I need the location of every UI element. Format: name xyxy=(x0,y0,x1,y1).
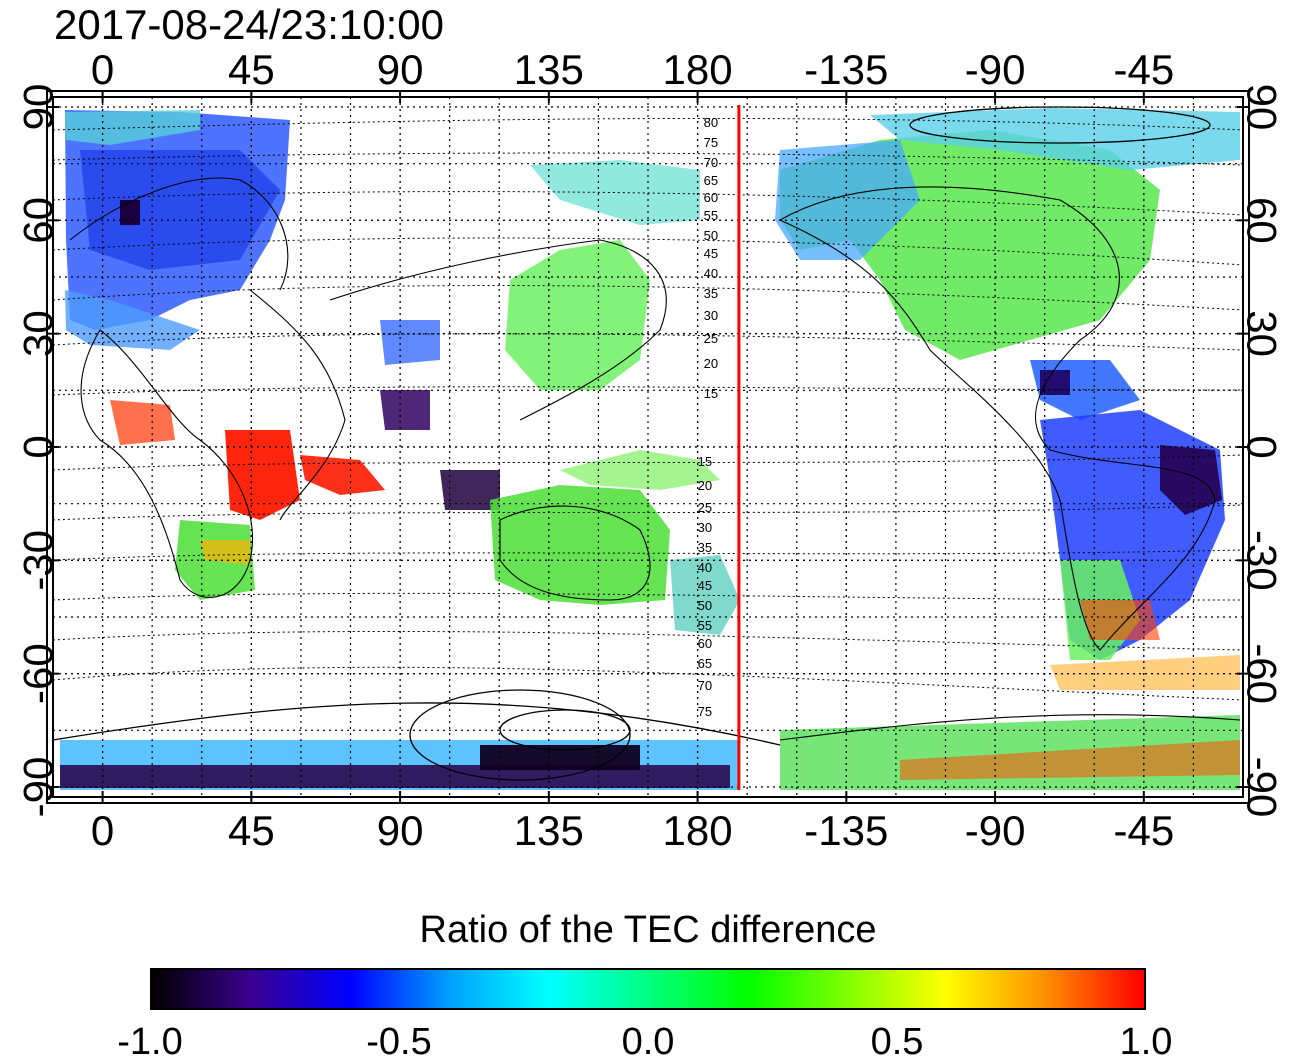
mlat-label-south: 55 xyxy=(698,618,712,633)
mlat-label-north: 30 xyxy=(704,308,718,323)
mlat-label-north: 35 xyxy=(704,286,718,301)
lon-label-bottom: -90 xyxy=(965,807,1026,854)
australia-green-patch xyxy=(490,485,670,605)
lat-label-right: 90 xyxy=(1239,84,1286,131)
lat-label-right: 30 xyxy=(1239,310,1286,357)
lon-label-top: 135 xyxy=(514,46,584,93)
lat-label-left: -90 xyxy=(15,757,62,818)
mlat-label-north: 75 xyxy=(704,135,718,150)
lon-label-bottom: 0 xyxy=(91,807,114,854)
mlat-label-north: 55 xyxy=(704,208,718,223)
colorbar-tick-label: 1.0 xyxy=(1119,1021,1173,1063)
geomagnetic-latitude-lines xyxy=(53,117,1243,701)
lon-label-top: 180 xyxy=(663,46,733,93)
lat-label-right: -90 xyxy=(1239,757,1286,818)
lon-label-bottom: 180 xyxy=(663,807,733,854)
india-blue-patch xyxy=(380,320,440,365)
lat-label-left: 0 xyxy=(15,435,62,458)
africa-red-patch-east xyxy=(300,455,385,495)
europe-dark-spot xyxy=(120,200,140,225)
south-atlantic-orange-patch xyxy=(1050,655,1240,690)
arctic-canada-cyan-patch xyxy=(870,108,1240,170)
mlat-label-south: 60 xyxy=(698,636,712,651)
iberia-patch xyxy=(65,290,200,350)
plot-title: 2017-08-24/23:10:00 xyxy=(54,1,444,48)
colorbar-tick-label: -1.0 xyxy=(117,1021,183,1063)
colorbar-tick-label: -0.5 xyxy=(366,1021,432,1063)
mlat-label-south: 70 xyxy=(698,678,712,693)
mlat-label-south: 50 xyxy=(698,598,712,613)
lon-label-bottom: -135 xyxy=(804,807,888,854)
antarctic-deep-dark-patch xyxy=(480,745,640,770)
lon-label-bottom: 135 xyxy=(514,807,584,854)
europe-deep-blue-patch xyxy=(80,150,280,270)
lon-label-bottom: -45 xyxy=(1113,807,1174,854)
mlat-label-south: 75 xyxy=(698,704,712,719)
lat-label-left: 30 xyxy=(15,310,62,357)
mlat-label-south: 15 xyxy=(698,454,712,469)
siberia-cyan-patch xyxy=(530,160,700,225)
indonesia-dark-patch xyxy=(440,470,500,510)
mlat-label-north: 60 xyxy=(704,190,718,205)
colorbar-title: Ratio of the TEC difference xyxy=(419,909,877,951)
graticule xyxy=(53,97,1243,797)
lon-label-top: 0 xyxy=(91,46,114,93)
coastlines xyxy=(69,177,1241,741)
lat-label-right: 0 xyxy=(1239,435,1286,458)
mlat-label-north: 70 xyxy=(704,155,718,170)
geomagnetic-pole-contours xyxy=(53,106,1211,781)
tec-map: 0 0 45 45 90 90 135 135 180 180 -135 -135 -90 -90 -45 -… xyxy=(15,46,1286,854)
mlat-label-north: 45 xyxy=(704,246,718,261)
east-asia-green-patch xyxy=(505,240,650,390)
mlat-label-south: 45 xyxy=(698,578,712,593)
west-africa-red-patch xyxy=(110,400,175,445)
lon-label-top: 45 xyxy=(228,46,275,93)
indian-ocean-dark-patch xyxy=(380,390,430,430)
lat-label-left: -60 xyxy=(15,643,62,704)
mlat-label-north: 20 xyxy=(704,356,718,371)
caribbean-dark-spot xyxy=(1040,370,1070,395)
lon-label-bottom: 90 xyxy=(377,807,424,854)
mlat-label-south: 20 xyxy=(698,478,712,493)
lat-label-right: 60 xyxy=(1239,197,1286,244)
argentina-red-patch xyxy=(1080,600,1160,640)
pacific-green-patch xyxy=(560,450,720,490)
lon-label-top: 90 xyxy=(377,46,424,93)
lat-label-left: 90 xyxy=(15,84,62,131)
colorbar xyxy=(150,968,1146,1010)
mlat-label-north: 65 xyxy=(704,173,718,188)
axis-ticks xyxy=(47,91,1249,803)
lon-label-bottom: 45 xyxy=(228,807,275,854)
mlat-label-north: 40 xyxy=(704,266,718,281)
antarctic-dark-strip xyxy=(60,765,730,788)
alaska-blue-patch xyxy=(775,140,920,260)
new-zealand-cyan-patch xyxy=(670,555,740,635)
mlat-label-south: 30 xyxy=(698,520,712,535)
lat-label-right: -30 xyxy=(1239,530,1286,591)
lat-label-right: -60 xyxy=(1239,643,1286,704)
mlat-label-north: 50 xyxy=(704,228,718,243)
mlat-label-south: 40 xyxy=(698,560,712,575)
lon-label-top: -135 xyxy=(804,46,888,93)
lon-label-top: -45 xyxy=(1113,46,1174,93)
axis-tick-labels: 0 0 45 45 90 90 135 135 180 180 -135 -135 -90 -90 -45 -… xyxy=(15,46,1286,854)
lon-label-top: -90 xyxy=(965,46,1026,93)
magnetic-latitude-labels: 80 75 70 65 60 55 50 45 40 35 30 25 20 15 15 20 25 30 35 40… xyxy=(698,115,718,719)
brazil-dark-patch xyxy=(1160,445,1222,515)
mlat-label-north: 80 xyxy=(704,115,718,130)
colorbar-tick-label: 0.5 xyxy=(870,1021,924,1063)
arctic-cyan-patch xyxy=(65,110,200,145)
mlat-label-south: 65 xyxy=(698,656,712,671)
tec-data-layer xyxy=(60,108,1240,790)
south-africa-orange-patch xyxy=(200,540,250,565)
lat-label-left: 60 xyxy=(15,197,62,244)
lat-label-left: -30 xyxy=(15,530,62,591)
mlat-label-north: 25 xyxy=(704,331,718,346)
mlat-label-south: 25 xyxy=(698,500,712,515)
mlat-label-north: 15 xyxy=(704,386,718,401)
colorbar-tick-label: 0.0 xyxy=(621,1021,675,1063)
antarctic-red-strip xyxy=(900,740,1240,780)
mlat-label-south: 35 xyxy=(698,540,712,555)
